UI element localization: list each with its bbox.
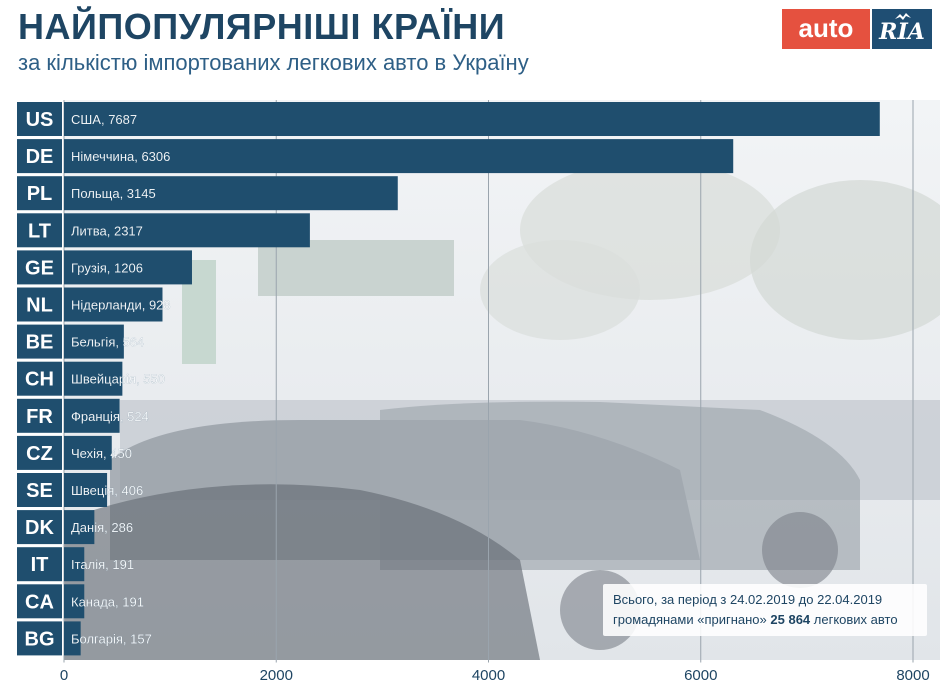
bar (64, 139, 734, 174)
bar (64, 473, 108, 507)
bar-data-label: Данія, 286 (71, 520, 133, 535)
bar (64, 176, 398, 211)
bar-data-label: Італія, 191 (71, 557, 134, 572)
note-suffix: легкових авто (810, 612, 898, 627)
bar (64, 510, 95, 545)
logo-ria-text: RIA (879, 19, 925, 45)
bar-data-label: Чехія, 450 (71, 446, 132, 461)
bird-icon (895, 13, 911, 20)
x-axis: 0 2000 4000 6000 8000 (60, 667, 930, 684)
bar (64, 584, 85, 619)
bar (64, 213, 310, 248)
bar (64, 398, 120, 433)
country-code-box (17, 324, 62, 359)
country-code-box (17, 621, 62, 656)
note-line-1: Всього, за період з 24.02.2019 до 22.04.… (613, 592, 883, 607)
summary-note: Всього, за період з 24.02.2019 до 22.04.… (603, 584, 927, 636)
country-code-label: NL (26, 295, 53, 317)
country-code-label: FR (26, 406, 53, 428)
country-code-label: CA (25, 591, 54, 613)
x-tick-label: 2000 (260, 667, 293, 684)
country-code-label: DE (26, 146, 54, 168)
country-code-label: GE (25, 257, 54, 279)
bar (64, 287, 163, 322)
bar-data-label: Нідерланди, 928 (71, 298, 171, 313)
logo-ria-part: RIA (872, 9, 932, 49)
note-total: 25 864 (770, 612, 811, 627)
country-code-box (17, 547, 62, 582)
country-codes-group: US DE PL LT GE NL BE CH FR CZ SE DK IT CA BG (17, 102, 62, 656)
bar (64, 102, 880, 136)
x-tick-label: 8000 (896, 667, 929, 684)
logo-auto-part: auto (782, 9, 870, 49)
bar (64, 547, 85, 582)
note-prefix: громадянами «пригнано» (613, 612, 771, 627)
country-code-box (17, 584, 62, 619)
country-code-box (17, 510, 62, 545)
bar-data-label: Франція, 524 (71, 409, 149, 424)
country-code-box (17, 398, 62, 433)
country-code-box (17, 287, 62, 322)
bar-data-label: Бельгія, 564 (71, 335, 144, 350)
country-code-box (17, 250, 62, 285)
chart-title: НАЙПОПУЛЯРНІШІ КРАЇНИ (18, 6, 506, 47)
country-code-label: SE (26, 480, 53, 502)
country-code-box (17, 102, 62, 136)
country-code-label: BG (25, 628, 55, 650)
country-code-box (17, 435, 62, 470)
country-code-label: CZ (26, 443, 53, 465)
bar (64, 250, 192, 285)
country-code-label: CH (25, 369, 54, 391)
bar (64, 621, 81, 656)
country-code-label: US (26, 109, 54, 131)
bar-data-label: Німеччина, 6306 (71, 149, 170, 164)
bar-data-label: Швейцарія, 550 (71, 372, 165, 387)
country-code-label: LT (28, 220, 51, 242)
country-code-label: DK (25, 517, 54, 539)
country-code-box (17, 139, 62, 174)
bar-data-label: Литва, 2317 (71, 223, 143, 238)
bar-data-label: Болгарія, 157 (71, 631, 152, 646)
country-code-label: PL (27, 183, 53, 205)
x-tick-label: 4000 (472, 667, 505, 684)
country-code-box (17, 361, 62, 396)
bar (64, 435, 112, 470)
bar-data-label: Грузія, 1206 (71, 260, 143, 275)
x-tick-label: 6000 (684, 667, 717, 684)
country-code-box (17, 213, 62, 248)
bar-data-label: Швеція, 406 (71, 483, 143, 498)
x-tick-label: 0 (60, 667, 68, 684)
car-lot-background (64, 100, 940, 660)
bar-data-label: Польща, 3145 (71, 186, 156, 201)
country-code-box (17, 473, 62, 507)
autoria-logo[interactable]: auto RIA (782, 9, 932, 49)
bar (64, 361, 123, 396)
bar (64, 324, 124, 359)
country-code-label: IT (31, 554, 49, 576)
bar-data-label: Канада, 191 (71, 594, 144, 609)
chart-subtitle: за кількістю імпортованих легкових авто … (18, 50, 529, 75)
note-line-2: громадянами «пригнано» 25 864 легкових а… (613, 610, 917, 630)
bar-data-label: США, 7687 (71, 112, 137, 127)
country-code-label: BE (26, 332, 54, 354)
bars-group: США, 7687 Німеччина, 6306 Польща, 3145 Литв… (64, 102, 880, 656)
country-code-box (17, 176, 62, 211)
